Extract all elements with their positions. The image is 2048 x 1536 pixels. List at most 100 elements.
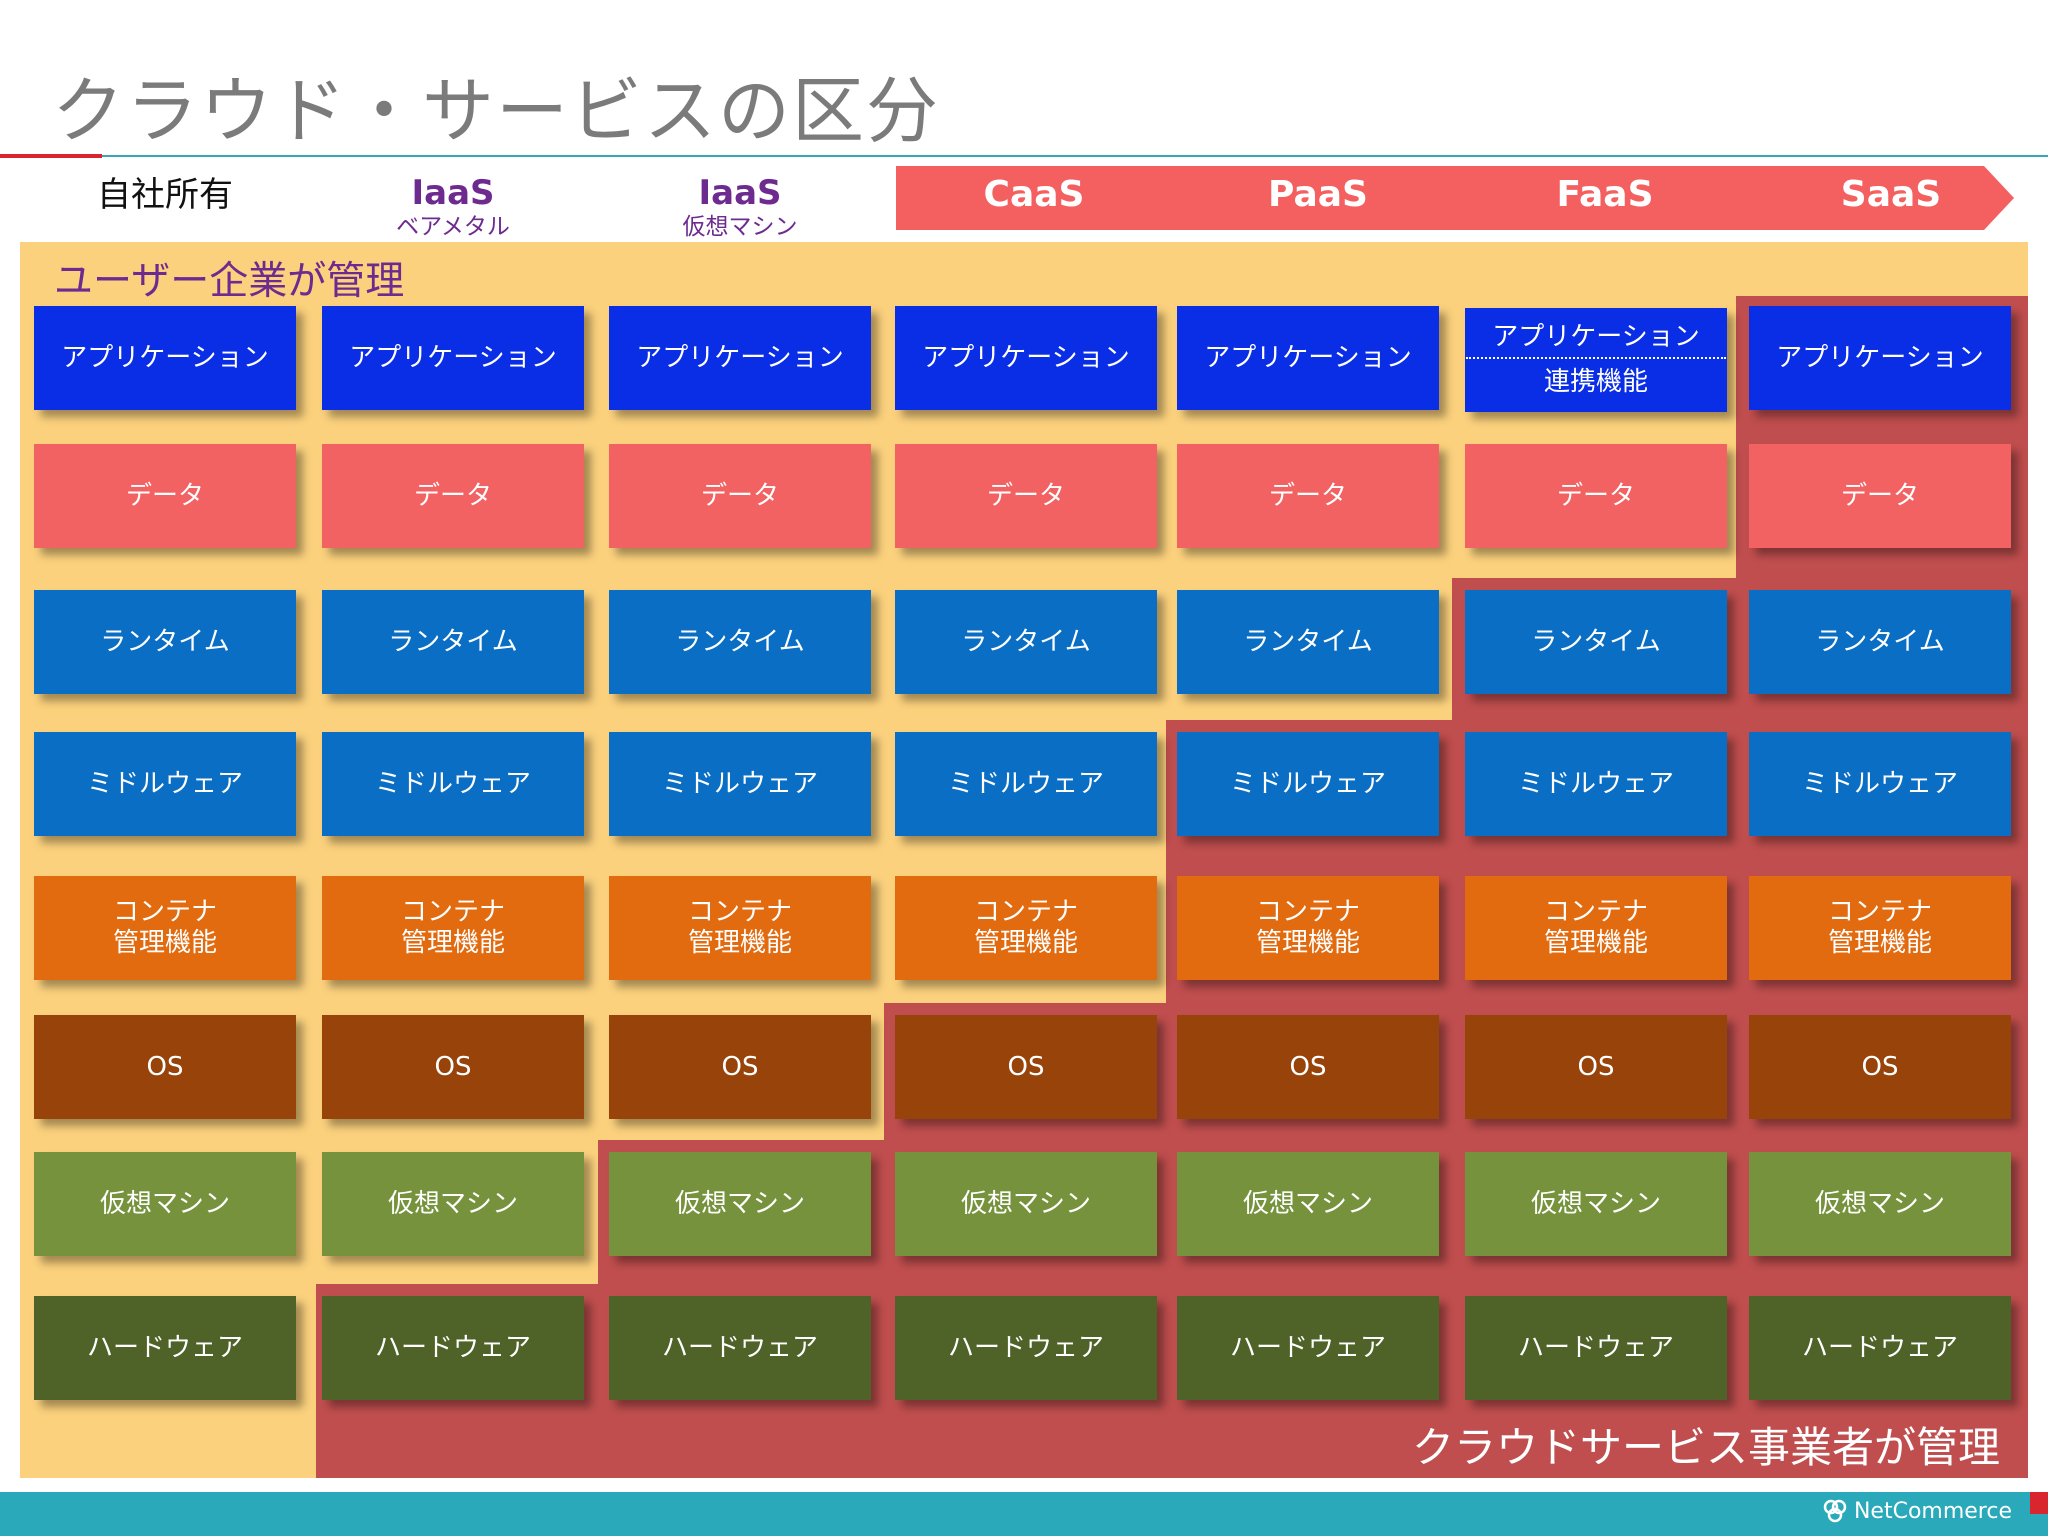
page-title: クラウド・サービスの区分 (52, 69, 941, 153)
layer-box-col5-row1: データ (1465, 444, 1727, 548)
layer-label: ランタイム (675, 626, 805, 657)
layer-box-col2-row3: ミドルウェア (609, 732, 871, 836)
layer-box-col0-row7: ハードウェア (34, 1296, 296, 1400)
layer-box-col1-row5: OS (322, 1015, 584, 1119)
layer-box-col6-row4: コンテナ 管理機能 (1749, 876, 2011, 980)
layer-label: コンテナ (112, 897, 217, 927)
layer-box-col4-row7: ハードウェア (1177, 1296, 1439, 1400)
column-header-name: IaaS (698, 173, 782, 213)
layer-box-col1-row7: ハードウェア (322, 1296, 584, 1400)
layer-box-col3-row6: 仮想マシン (895, 1152, 1157, 1256)
layer-label: 管理機能 (687, 928, 792, 958)
layer-box-col5-row3: ミドルウェア (1465, 732, 1727, 836)
layer-label: ハードウェア (947, 1332, 1104, 1363)
layer-label: ハードウェア (374, 1332, 531, 1363)
layer-label: ミドルウェア (374, 768, 531, 799)
column-header-iaas-2: IaaS 仮想マシン (597, 172, 883, 240)
faas-integration-label: 連携機能 (1543, 367, 1648, 397)
column-header-faas: FaaS (1556, 174, 1654, 215)
layer-box-col5-row5: OS (1465, 1015, 1727, 1119)
layer-label: アプリケーション (349, 342, 557, 373)
layer-box-col0-row0: アプリケーション (34, 306, 296, 410)
layer-label: ハードウェア (1801, 1332, 1958, 1363)
layer-label: ハードウェア (86, 1332, 243, 1363)
layer-box-col1-row6: 仮想マシン (322, 1152, 584, 1256)
layer-box-col5-row2: ランタイム (1465, 590, 1727, 694)
layer-box-col4-row6: 仮想マシン (1177, 1152, 1439, 1256)
layer-box-col3-row2: ランタイム (895, 590, 1157, 694)
layer-label: アプリケーション (922, 342, 1130, 373)
layer-label: OS (146, 1051, 184, 1082)
layer-box-col6-row7: ハードウェア (1749, 1296, 2011, 1400)
layer-label: アプリケーション (636, 342, 844, 373)
layer-label: 仮想マシン (674, 1188, 805, 1219)
layer-box-col2-row1: データ (609, 444, 871, 548)
column-header-iaas-1: IaaS ベアメタル (310, 172, 596, 240)
layer-label: ランタイム (388, 626, 518, 657)
layer-label: アプリケーション (61, 342, 269, 373)
layer-box-col6-row1: データ (1749, 444, 2011, 548)
layer-label: 管理機能 (400, 928, 505, 958)
column-header-paas: PaaS (1268, 174, 1368, 215)
layer-label: OS (434, 1051, 472, 1082)
brand-logo: NetCommerce (1822, 1498, 2012, 1524)
layer-label: 管理機能 (1827, 928, 1932, 958)
layer-box-col4-row3: ミドルウェア (1177, 732, 1439, 836)
layer-label: コンテナ (1827, 897, 1932, 927)
layer-box-col3-row5: OS (895, 1015, 1157, 1119)
layer-label: OS (1289, 1051, 1327, 1082)
layer-label: ミドルウェア (1229, 768, 1386, 799)
layer-box-col6-row6: 仮想マシン (1749, 1152, 2011, 1256)
column-header-sub: 仮想マシン (682, 214, 798, 240)
layer-label: 管理機能 (973, 928, 1078, 958)
layer-box-col3-row7: ハードウェア (895, 1296, 1157, 1400)
layer-label: OS (1007, 1051, 1045, 1082)
footer-accent (2030, 1492, 2048, 1514)
column-header-on-premises: 自社所有 (22, 174, 308, 216)
layer-box-col4-row0: アプリケーション (1177, 306, 1439, 410)
faas-application-label: アプリケーション (1492, 322, 1700, 352)
layer-box-col1-row3: ミドルウェア (322, 732, 584, 836)
layer-label: データ (125, 480, 204, 511)
footer-bar (0, 1492, 2048, 1536)
layer-box-col0-row4: コンテナ 管理機能 (34, 876, 296, 980)
layer-label: OS (1861, 1051, 1899, 1082)
layer-box-col4-row2: ランタイム (1177, 590, 1439, 694)
layer-label: 仮想マシン (1814, 1188, 1945, 1219)
layer-label: ランタイム (1531, 626, 1661, 657)
layer-box-col5-row7: ハードウェア (1465, 1296, 1727, 1400)
layer-box-col1-row4: コンテナ 管理機能 (322, 876, 584, 980)
layer-label: ミドルウェア (947, 768, 1104, 799)
layer-label: コンテナ (973, 897, 1078, 927)
layer-box-col3-row3: ミドルウェア (895, 732, 1157, 836)
layer-label: OS (1577, 1051, 1615, 1082)
cloud-services-arrow (896, 166, 2014, 230)
layer-label: ランタイム (961, 626, 1091, 657)
layer-label: コンテナ (687, 897, 792, 927)
layer-box-col5-row6: 仮想マシン (1465, 1152, 1727, 1256)
layer-label: 管理機能 (1543, 928, 1648, 958)
layer-box-col0-row1: データ (34, 444, 296, 548)
layer-label: ハードウェア (661, 1332, 818, 1363)
layer-label: 仮想マシン (1530, 1188, 1661, 1219)
layer-label: コンテナ (1543, 897, 1648, 927)
layer-box-col6-row3: ミドルウェア (1749, 732, 2011, 836)
layer-box-col3-row0: アプリケーション (895, 306, 1157, 410)
layer-box-col2-row7: ハードウェア (609, 1296, 871, 1400)
layer-box-col6-row5: OS (1749, 1015, 2011, 1119)
layer-label: データ (1556, 480, 1635, 511)
layer-label: 仮想マシン (960, 1188, 1091, 1219)
layer-label: ランタイム (1243, 626, 1373, 657)
column-header-sub: ベアメタル (396, 214, 510, 240)
layer-box-col0-row2: ランタイム (34, 590, 296, 694)
layer-box-col2-row4: コンテナ 管理機能 (609, 876, 871, 980)
layer-box-col5-row0: アプリケーション 連携機能 (1465, 308, 1727, 412)
brand-name: NetCommerce (1853, 1498, 2012, 1524)
layer-label: アプリケーション (1204, 342, 1412, 373)
layer-box-col1-row0: アプリケーション (322, 306, 584, 410)
column-header-caas: CaaS (983, 174, 1085, 215)
layer-box-col2-row5: OS (609, 1015, 871, 1119)
layer-label: ランタイム (100, 626, 230, 657)
layer-box-col1-row1: データ (322, 444, 584, 548)
layer-box-col2-row6: 仮想マシン (609, 1152, 871, 1256)
